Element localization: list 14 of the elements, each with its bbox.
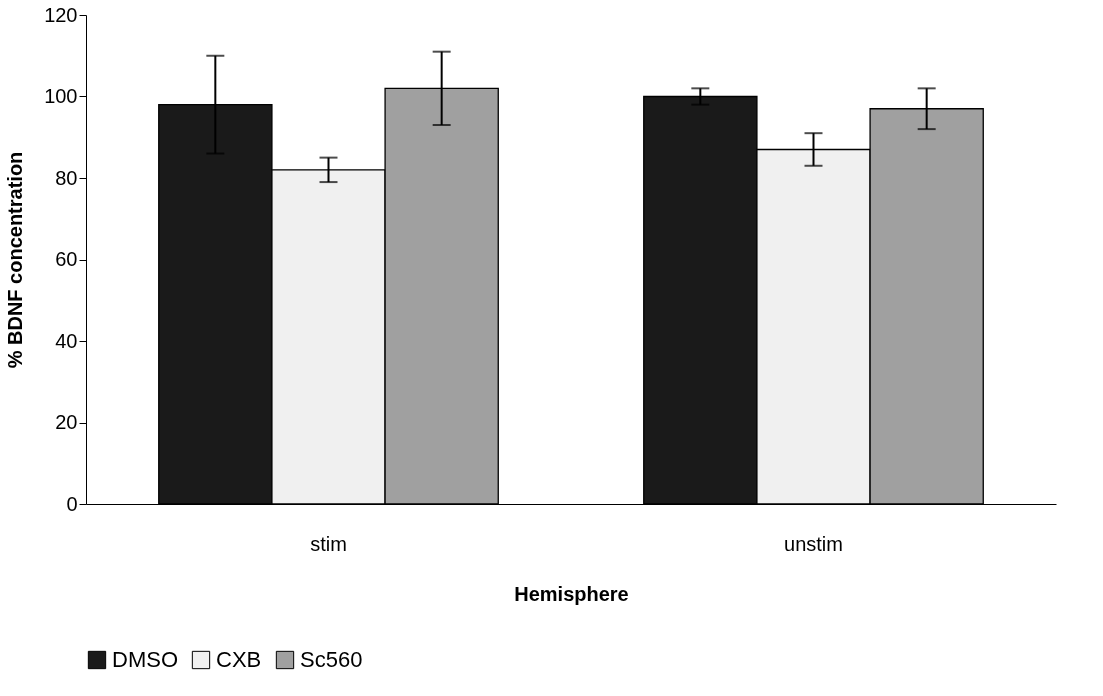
y-tick-label: 80 [55, 166, 78, 189]
x-tick-label: stim [310, 532, 347, 555]
legend-label: CXB [216, 647, 262, 672]
y-tick-label: 60 [55, 248, 78, 270]
y-tick-label: 0 [66, 492, 78, 515]
y-tick-label: 120 [44, 3, 78, 26]
y-tick-label: 100 [44, 85, 78, 107]
y-tick-label: 40 [55, 329, 78, 352]
legend-label: Sc560 [300, 647, 363, 672]
x-tick-label: unstim [784, 532, 843, 555]
y-tick-label: 20 [55, 411, 78, 433]
legend-label: DMSO [112, 647, 178, 672]
x-axis-title: Hemisphere [514, 582, 629, 605]
y-axis-title: % BDNF concentration [4, 151, 27, 369]
